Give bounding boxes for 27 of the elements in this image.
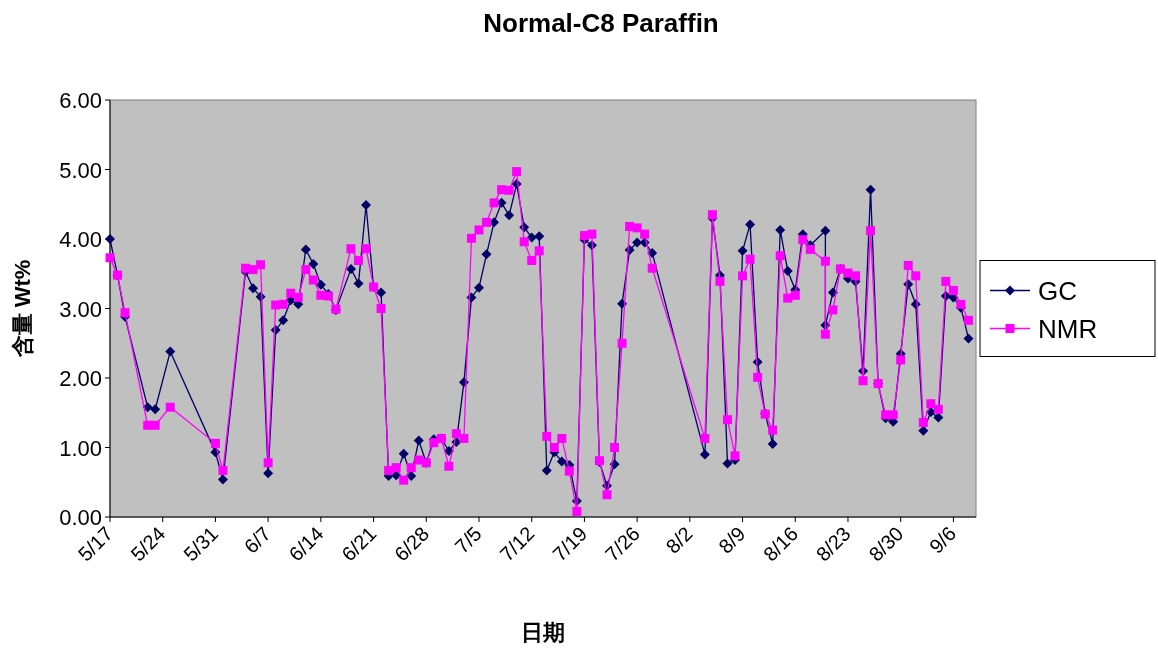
xtick-label: 8/9: [714, 522, 750, 558]
xtick-label: 5/31: [179, 522, 223, 566]
xtick-label: 5/24: [126, 522, 170, 566]
ylabel: 含量 Wt%: [10, 259, 35, 358]
title: Normal-C8 Paraffin: [483, 8, 719, 38]
xtick-label: 8/30: [864, 522, 908, 566]
xtick-label: 7/5: [450, 522, 486, 558]
xtick-label: 8/23: [811, 522, 855, 566]
legend-label: NMR: [1038, 313, 1098, 344]
ytick-label: 4.00: [59, 227, 102, 252]
xtick-label: 6/21: [337, 522, 381, 566]
xtick-label: 7/19: [548, 522, 592, 566]
ytick-label: 1.00: [59, 435, 102, 461]
xtick-label: 6/7: [239, 522, 275, 558]
ytick-label: 5.00: [59, 157, 102, 183]
xtick-label: 7/26: [600, 522, 644, 566]
ytick-label: 2.00: [59, 366, 102, 391]
xtick-label: 8/2: [661, 522, 697, 558]
ytick-label: 3.00: [59, 296, 102, 322]
xtick-label: 6/28: [390, 522, 434, 566]
xlabel: 日期: [521, 620, 565, 645]
xtick-label: 8/16: [759, 522, 803, 566]
xtick-label: 6/14: [284, 522, 328, 566]
xtick-label: 7/12: [495, 522, 539, 566]
xtick-label: 9/6: [925, 522, 961, 558]
legend-label: GC: [1038, 275, 1077, 306]
ytick-label: 6.00: [59, 88, 102, 113]
